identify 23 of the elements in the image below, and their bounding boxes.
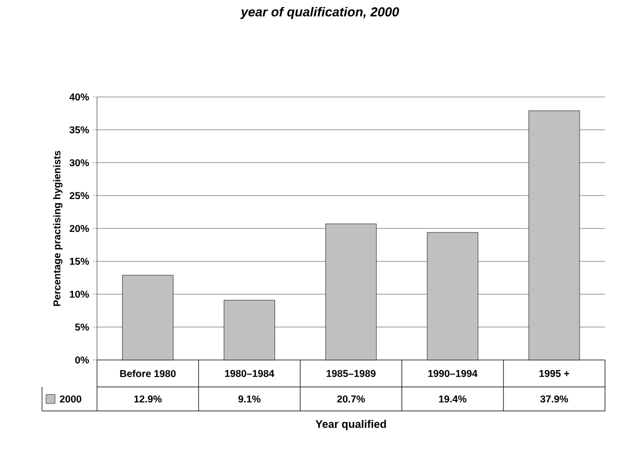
y-tick-label: 20% bbox=[70, 224, 89, 232]
chart-title: year of qualification, 2000 bbox=[240, 6, 400, 20]
x-axis-title: Year qualified bbox=[316, 420, 386, 430]
y-tick-label: 35% bbox=[70, 126, 89, 134]
y-tick-label: 5% bbox=[75, 324, 89, 331]
x-tick-label: 1985–1989 bbox=[326, 370, 376, 378]
y-tick-label: 30% bbox=[70, 159, 89, 166]
x-tick-label: 1990–1994 bbox=[428, 370, 478, 378]
y-tick-label: 25% bbox=[70, 192, 89, 200]
y-tick-label: 40% bbox=[69, 93, 89, 101]
data-label: 12.9% bbox=[134, 395, 162, 403]
x-tick-label: 1995 + bbox=[539, 370, 570, 378]
y-tick-label: 15% bbox=[70, 258, 89, 265]
y-tick-label: 0% bbox=[75, 356, 89, 364]
x-tick-label: 1980–1984 bbox=[225, 370, 274, 378]
data-label: 20.7% bbox=[337, 395, 365, 403]
legend-label: 2000 bbox=[60, 395, 82, 403]
x-tick-label: Before 1980 bbox=[120, 370, 176, 378]
data-label: 9.1% bbox=[238, 395, 260, 403]
data-label: 37.9% bbox=[540, 395, 568, 403]
data-label: 19.4% bbox=[439, 395, 466, 403]
y-axis-title: Percentage practising hygienists bbox=[53, 150, 62, 306]
y-tick-label: 10% bbox=[70, 290, 89, 298]
